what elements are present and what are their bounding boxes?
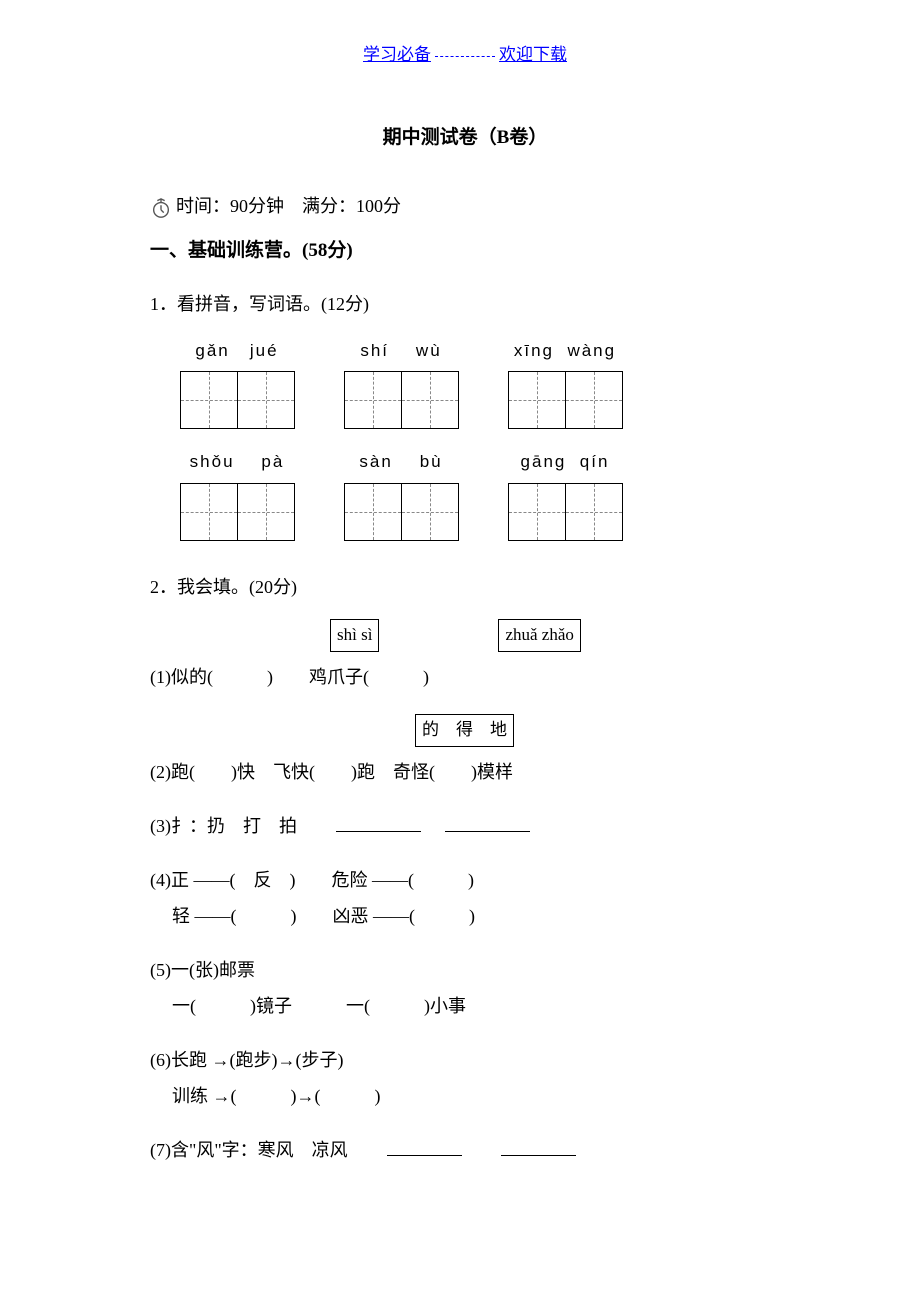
fill-blank bbox=[501, 1138, 576, 1156]
item-2-3-text: (3)扌：扔 打 拍 bbox=[150, 816, 297, 836]
tian-box bbox=[180, 371, 238, 429]
tian-box-pair bbox=[344, 371, 458, 429]
pinyin-text: xīng wàng bbox=[514, 336, 616, 367]
tian-box bbox=[237, 483, 295, 541]
header-link-left[interactable]: 学习必备 bbox=[363, 45, 431, 64]
header-link-right[interactable]: 欢迎下载 bbox=[499, 45, 567, 64]
tian-box bbox=[508, 371, 566, 429]
time-score-line: 时间：90分钟 满分：100分 bbox=[150, 190, 780, 222]
item-2-4-line1: (4)正 ——( 反 ) 危险 ——( ) bbox=[150, 862, 780, 898]
fill-blank bbox=[387, 1138, 462, 1156]
pinyin-text: gāng qín bbox=[521, 447, 610, 478]
item-2-2: (2)跑( )快 飞快( )跑 奇怪( )模样 bbox=[150, 754, 780, 790]
pinyin-group: gǎn jué bbox=[180, 336, 294, 430]
option-box-2: zhuǎ zhǎo bbox=[498, 619, 580, 652]
tian-box-pair bbox=[180, 371, 294, 429]
item-2-7: (7)含"风"字：寒风 凉风 bbox=[150, 1132, 780, 1168]
tian-box bbox=[401, 483, 459, 541]
pinyin-row-2: shǒu pà sàn bù gāng qín bbox=[180, 447, 780, 541]
item-2-7-text: (7)含"风"字：寒风 凉风 bbox=[150, 1140, 348, 1160]
item-2-1: (1)似的( ) 鸡爪子( ) bbox=[150, 659, 780, 695]
pinyin-group: shí wù bbox=[344, 336, 458, 430]
item-2-6-line2: 训练 →( )→( ) bbox=[172, 1078, 780, 1114]
boxed-row-1: shì sì zhuǎ zhǎo bbox=[330, 618, 780, 652]
clock-icon bbox=[150, 197, 172, 219]
tian-box bbox=[344, 483, 402, 541]
option-box-1: shì sì bbox=[330, 619, 379, 652]
fill-blank bbox=[445, 814, 530, 832]
section-1-heading: 一、基础训练营。(58分) bbox=[150, 234, 780, 268]
boxed-row-2: 的 得 地 bbox=[415, 713, 780, 747]
pinyin-row-1: gǎn jué shí wù xīng wàng bbox=[180, 336, 780, 430]
pinyin-text: sàn bù bbox=[359, 447, 442, 478]
fill-blank bbox=[336, 814, 421, 832]
item-2-6: (6)长跑 →(跑步)→(步子) 训练 →( )→( ) bbox=[150, 1042, 780, 1114]
item-2-4-line2: 轻 ——( ) 凶恶 ——( ) bbox=[172, 898, 780, 934]
pinyin-text: shǒu pà bbox=[190, 447, 285, 478]
tian-box bbox=[508, 483, 566, 541]
item-2-5-line2: 一( )镜子 一( )小事 bbox=[172, 988, 780, 1024]
item-2-6-line1: (6)长跑 →(跑步)→(步子) bbox=[150, 1042, 780, 1078]
pinyin-text: shí wù bbox=[360, 336, 441, 367]
tian-box-pair bbox=[344, 483, 458, 541]
item-2-3: (3)扌：扔 打 拍 bbox=[150, 808, 780, 844]
tian-box bbox=[565, 371, 623, 429]
header-spacer bbox=[435, 56, 495, 57]
option-box-3: 的 得 地 bbox=[415, 714, 514, 747]
tian-box bbox=[180, 483, 238, 541]
item-2-5-line1: (5)一(张)邮票 bbox=[150, 952, 780, 988]
question-2: 2．我会填。(20分) bbox=[150, 571, 780, 603]
tian-box bbox=[344, 371, 402, 429]
question-1: 1．看拼音，写词语。(12分) bbox=[150, 288, 780, 320]
pinyin-group: gāng qín bbox=[508, 447, 622, 541]
item-2-5: (5)一(张)邮票 一( )镜子 一( )小事 bbox=[150, 952, 780, 1024]
page-title: 期中测试卷（B卷） bbox=[150, 121, 780, 155]
pinyin-group: shǒu pà bbox=[180, 447, 294, 541]
pinyin-group: xīng wàng bbox=[508, 336, 622, 430]
pinyin-text: gǎn jué bbox=[195, 336, 278, 367]
tian-box bbox=[237, 371, 295, 429]
tian-box-pair bbox=[508, 371, 622, 429]
pinyin-section: gǎn jué shí wù xīng wàng shǒu pà bbox=[150, 336, 780, 541]
tian-box-pair bbox=[508, 483, 622, 541]
tian-box-pair bbox=[180, 483, 294, 541]
time-score-text: 时间：90分钟 满分：100分 bbox=[176, 196, 401, 216]
tian-box bbox=[565, 483, 623, 541]
tian-box bbox=[401, 371, 459, 429]
pinyin-group: sàn bù bbox=[344, 447, 458, 541]
item-2-4: (4)正 ——( 反 ) 危险 ——( ) 轻 ——( ) 凶恶 ——( ) bbox=[150, 862, 780, 934]
header-link: 学习必备 欢迎下载 bbox=[150, 40, 780, 71]
